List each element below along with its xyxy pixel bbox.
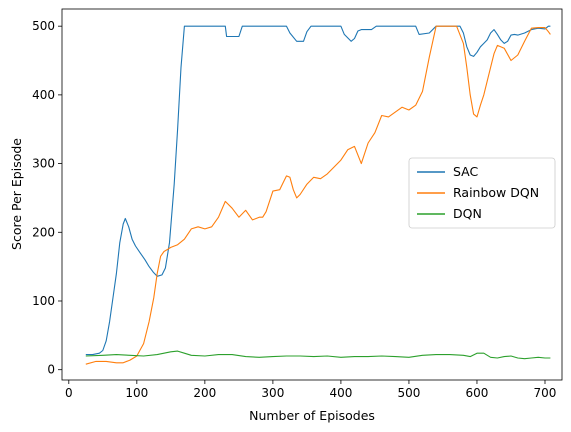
x-tick-label: 300 xyxy=(261,386,284,400)
y-tick-label: 200 xyxy=(32,225,55,239)
series-line-rainbow-dqn xyxy=(85,25,551,365)
y-tick-label: 300 xyxy=(32,157,55,171)
x-tick-label: 0 xyxy=(65,386,73,400)
legend-entry-dqn: DQN xyxy=(417,206,482,221)
y-axis-ticks: 0 100 200 300 400 500 xyxy=(32,19,62,377)
legend-frame xyxy=(408,157,556,229)
x-tick-label: 400 xyxy=(329,386,352,400)
x-tick-label: 700 xyxy=(534,386,557,400)
legend-label-rainbow-dqn: Rainbow DQN xyxy=(453,185,539,200)
x-tick-label: 500 xyxy=(397,386,420,400)
x-tick-label: 200 xyxy=(193,386,216,400)
y-tick-label: 0 xyxy=(47,363,55,377)
x-axis-ticks: 0 100 200 300 400 500 600 700 xyxy=(65,380,556,400)
y-tick-label: 400 xyxy=(32,88,55,102)
legend-label-sac: SAC xyxy=(453,164,478,179)
x-tick-label: 100 xyxy=(125,386,148,400)
y-tick-label: 500 xyxy=(32,19,55,33)
legend: SAC Rainbow DQN DQN xyxy=(408,157,556,229)
legend-label-dqn: DQN xyxy=(453,206,482,221)
series-line-dqn xyxy=(85,350,551,360)
y-tick-label: 100 xyxy=(32,294,55,308)
series-line-sac xyxy=(85,25,551,356)
y-axis-label: Score Per Episode xyxy=(9,138,24,250)
plot-frame xyxy=(61,8,563,381)
legend-entry-sac: SAC xyxy=(417,164,478,179)
legend-entry-rainbow-dqn: Rainbow DQN xyxy=(417,185,539,200)
series-layer xyxy=(85,25,551,365)
x-tick-label: 600 xyxy=(466,386,489,400)
x-axis-label: Number of Episodes xyxy=(249,408,375,423)
